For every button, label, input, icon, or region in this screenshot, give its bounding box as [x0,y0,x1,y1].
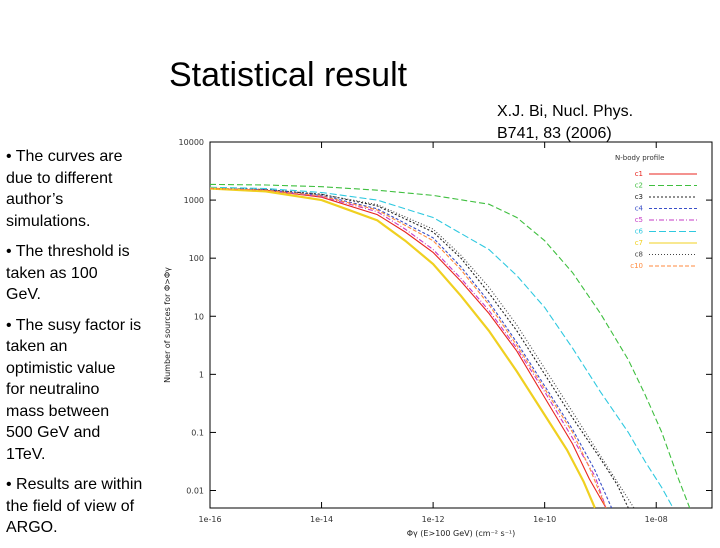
x-tick-label: 1e-12 [422,515,445,524]
citation-line: X.J. Bi, Nucl. Phys. [497,103,634,120]
legend-label: c7 [635,239,643,247]
x-tick-label: 1e-08 [645,515,668,524]
sources-plot: 10000 1000 100 10 1 0.1 0.01 1e-16 1e-14 1e-12 1e-… [163,138,713,538]
citation-line: B741, 83 (2006) [497,125,612,142]
bullet-line: ARGO. [6,519,58,536]
bullet-line: • The threshold is [6,243,130,260]
y-tick-label: 1000 [184,196,204,205]
series-line-c3 [209,187,629,509]
x-tick-label: 1e-10 [533,515,556,524]
series-line-c7 [209,187,596,509]
legend-label: c2 [635,182,643,190]
y-tick-label: 100 [189,254,204,263]
bullet-line: for neutralino [6,381,100,398]
x-tick-label: 1e-14 [310,515,333,524]
bullet-item: • The susy factor is taken an optimistic… [6,315,162,466]
y-tick-label: 10000 [179,138,204,147]
plot-border [209,141,713,509]
y-tick-label: 0.01 [186,487,204,496]
legend-label: c5 [635,216,643,224]
bullet-line: mass between [6,402,110,420]
bullet-line: taken as 100 [6,264,98,282]
bullet-line: author’s [6,191,64,208]
series-line-c1 [209,187,607,509]
series-line-c10 [209,187,607,509]
bullet-line: • The susy factor is [6,316,142,334]
bullet-line: 1TeV. [6,445,46,463]
legend-label: c4 [635,205,644,213]
bullet-item: • Results are within the field of view o… [6,474,162,539]
y-axis-label: Number of sources for Φ>Φγ [163,267,172,383]
bullet-line: 500 GeV and [6,424,101,441]
x-tick-label: 1e-16 [198,515,221,524]
bullet-item: • The threshold is taken as 100 GeV. [6,241,162,306]
legend-label: c8 [635,251,643,259]
legend-title: N-body profile [615,154,664,162]
bullet-line: simulations. [6,212,91,230]
bullet-line: • The curves are [6,148,123,165]
bullet-line: GeV. [6,286,41,303]
series-line-c8 [209,187,635,509]
series-line-c5 [209,187,607,509]
legend-label: c6 [635,228,644,236]
y-tick-label: 1 [199,370,204,379]
y-tick-label: 10 [194,312,204,321]
legend-label: c10 [630,262,643,270]
bullet-list: • The curves are due to different author… [6,146,162,548]
legend-label: c1 [635,170,643,178]
plot-frame: 10000 1000 100 10 1 0.1 0.01 1e-16 1e-14 1e-12 1e-… [163,138,713,538]
y-tick-label: 0.1 [191,428,204,437]
legend-label: c3 [635,193,643,201]
bullet-line: the field of view of [6,497,135,515]
citation: X.J. Bi, Nucl. Phys. B741, 83 (2006) [497,101,633,145]
plot-series [209,183,691,509]
bullet-line: taken an [6,338,68,355]
slide-title: Statistical result [169,56,408,94]
legend: N-body profile c1 c2 c3 c4 c5 c6 c7 c8 c10 [615,154,697,270]
bullet-line: optimistic value [6,359,116,377]
series-line-c4 [209,187,613,509]
series-line-c6 [209,186,674,509]
bullet-item: • The curves are due to different author… [6,146,162,232]
bullet-line: due to different [6,169,113,187]
series-line-c2 [209,183,691,509]
x-axis-label: Φγ (E>100 GeV) (cm⁻² s⁻¹) [407,529,516,538]
bullet-line: • Results are within [6,476,143,493]
